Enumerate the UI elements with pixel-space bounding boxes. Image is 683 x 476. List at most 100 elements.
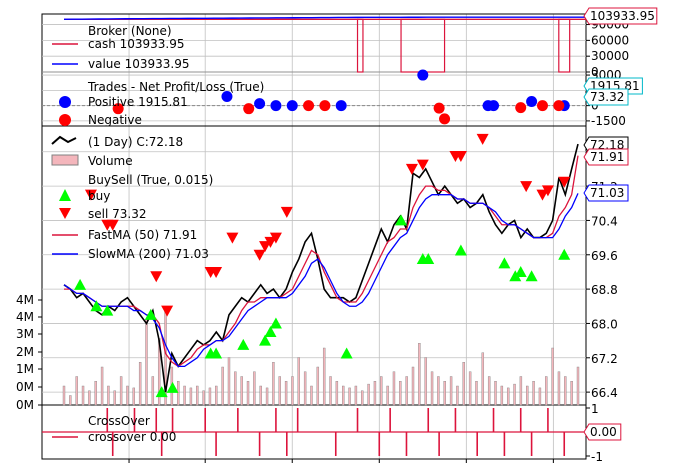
- trade-negative-point: [439, 113, 451, 125]
- legend-label: sell 73.32: [88, 207, 146, 221]
- volume-bar: [424, 357, 427, 406]
- volume-bar: [513, 383, 516, 406]
- buy-marker: [237, 338, 250, 350]
- sell-marker: [541, 185, 554, 197]
- value-tag-box: [583, 184, 629, 202]
- volume-bar: [380, 376, 383, 406]
- crossover-y-tick-label: -1: [591, 450, 603, 464]
- crossover-legend-title: CrossOver: [88, 414, 150, 428]
- volume-bar: [189, 387, 193, 406]
- trade-positive-point: [254, 98, 266, 110]
- volume-bar: [316, 366, 320, 406]
- buy-marker: [514, 265, 527, 277]
- buy-marker: [454, 244, 467, 256]
- sell-marker: [269, 232, 282, 244]
- volume-bar: [564, 376, 567, 406]
- volume-bar: [259, 385, 262, 406]
- legend-label: Positive 1915.81: [88, 95, 188, 109]
- buy-marker: [210, 347, 223, 359]
- buy-marker: [395, 214, 408, 226]
- volume-bar: [437, 376, 440, 406]
- trade-positive-point: [286, 100, 298, 112]
- value-tag-text: 103933.95: [590, 9, 655, 23]
- volume-bar: [418, 343, 421, 406]
- chart-marks: [42, 16, 587, 456]
- volume-bar: [500, 385, 504, 406]
- legend-item-crossover: crossover 0.00: [52, 430, 176, 444]
- volume-bar: [234, 371, 237, 406]
- value-tag-box: [583, 88, 629, 106]
- broker-series-value: [63, 16, 587, 20]
- volume-bar: [227, 357, 231, 406]
- volume-bar: [399, 381, 402, 406]
- buy-marker: [509, 270, 522, 282]
- sell-marker: [454, 151, 467, 163]
- volume-bar: [202, 390, 205, 406]
- volume-bar: [310, 385, 313, 406]
- broker-y-tick-label: 30000: [591, 49, 629, 63]
- volume-bar: [177, 381, 180, 406]
- legend-label: cash 103933.95: [88, 37, 185, 51]
- legend-label: crossover 0.00: [88, 430, 176, 444]
- buy-marker: [74, 278, 87, 290]
- buy-marker: [90, 300, 103, 312]
- buy-marker: [525, 270, 538, 282]
- volume-bar: [284, 381, 288, 406]
- volume-bar: [196, 385, 199, 406]
- volume-bar: [506, 387, 510, 406]
- sell-marker: [264, 236, 277, 248]
- volume-bar: [303, 371, 307, 406]
- sell-marker: [476, 133, 489, 145]
- broker-y-tick-label: 60000: [591, 33, 629, 47]
- volume-bar: [557, 371, 561, 406]
- legend-swatch: [59, 189, 71, 201]
- volume-y-tick-label: 4M: [16, 310, 34, 324]
- trade-negative-point: [243, 103, 255, 115]
- sell-marker: [259, 241, 272, 253]
- legend-swatch: [59, 114, 71, 126]
- volume-bar: [411, 366, 415, 406]
- volume-bar: [94, 381, 97, 406]
- volume-bar: [81, 385, 85, 406]
- legend-item-volume: Volume: [51, 154, 133, 168]
- volume-bar: [215, 385, 218, 406]
- legend-item-fastma: FastMA (50) 71.91: [52, 228, 197, 242]
- trade-negative-point: [515, 102, 527, 114]
- buysell-legend-title: BuySell (True, 0.015): [88, 173, 213, 187]
- broker-legend-title: Broker (None): [88, 24, 172, 38]
- sell-marker: [520, 181, 533, 193]
- legends: Broker (None)cash 103933.95 value 103933.…: [51, 24, 264, 444]
- volume-bar: [430, 371, 434, 406]
- volume-bar: [526, 385, 529, 406]
- tag-trades-sell: 73.32: [583, 88, 629, 106]
- volume-bar: [367, 383, 370, 406]
- value-tag-text: 0.00: [590, 425, 617, 439]
- volume-y-tick-label: 0M: [16, 398, 34, 412]
- legend-swatch: [59, 96, 71, 108]
- legend-item-sell: sell 73.32: [59, 207, 146, 221]
- legend-label: FastMA (50) 71.91: [88, 228, 197, 242]
- volume-bar: [88, 390, 91, 406]
- value-tag-text: 71.91: [590, 150, 624, 164]
- legend-swatch: [59, 208, 71, 219]
- sell-marker: [161, 305, 174, 317]
- buy-marker: [498, 257, 511, 269]
- volume-bar: [126, 385, 129, 406]
- price-y-tick-label: 68.0: [591, 317, 618, 331]
- volume-bar: [69, 395, 72, 406]
- sell-marker: [106, 219, 119, 231]
- buy-marker: [422, 253, 435, 265]
- legend-item-negative: Negative: [59, 113, 142, 127]
- buy-marker: [166, 381, 179, 393]
- volume-y-tick-label: 3M: [16, 327, 34, 341]
- sell-marker: [210, 266, 223, 278]
- value-tag-text: 71.03: [590, 186, 624, 200]
- volume-bar: [113, 390, 116, 406]
- trade-positive-point: [221, 90, 233, 102]
- cash-dip: [356, 18, 364, 73]
- volume-bar: [119, 376, 123, 406]
- volume-bar: [297, 357, 300, 406]
- volume-bar: [538, 387, 542, 406]
- legend-item-cash: cash 103933.95: [52, 37, 185, 51]
